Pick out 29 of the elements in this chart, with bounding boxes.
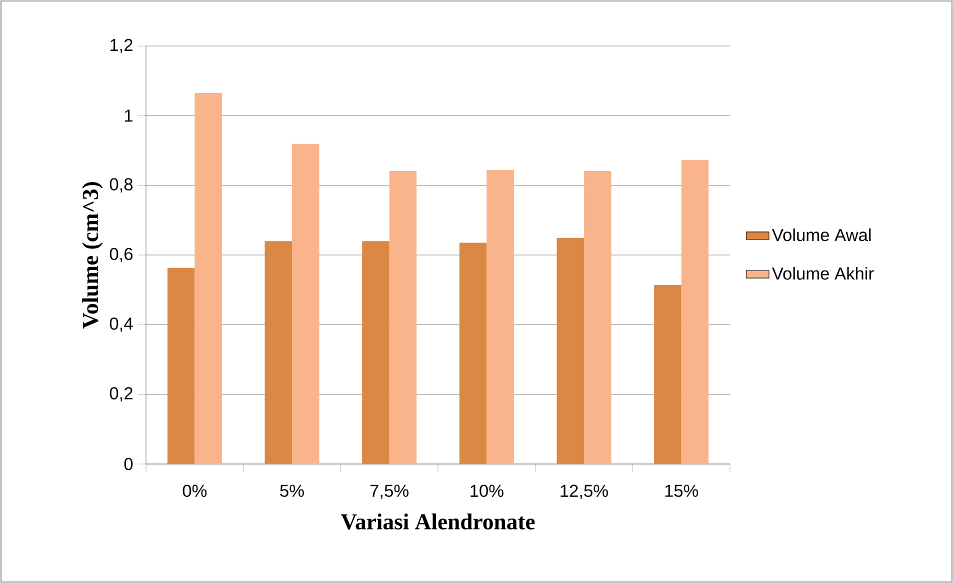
x-tick-label: 0%: [182, 484, 207, 497]
bar: [389, 171, 417, 464]
bar: [264, 241, 292, 464]
bar: [654, 284, 682, 464]
bar: [486, 170, 514, 464]
x-tick-label: 7,5%: [370, 484, 408, 499]
bar: [362, 241, 390, 464]
bar: [556, 238, 584, 464]
y-tick-label: 0,4: [110, 318, 133, 332]
bar: [292, 144, 320, 464]
x-tick-label: 5%: [280, 484, 304, 497]
y-axis-title: Volume (cm^3): [82, 182, 103, 329]
y-tick-label: 0,2: [110, 387, 132, 402]
y-tick-label: 1: [124, 110, 132, 122]
legend-label: Volume Awal: [772, 228, 871, 242]
x-tick-label: 10%: [470, 484, 504, 497]
x-axis-title: Variasi Alendronate: [340, 514, 535, 530]
bar: [194, 93, 222, 464]
bar: [584, 171, 612, 464]
y-tick-label: 0,6: [110, 248, 133, 262]
bar: [459, 242, 487, 464]
bar: [167, 268, 195, 464]
y-tick-label: 1,2: [110, 38, 132, 54]
x-tick-label: 15%: [665, 484, 698, 497]
legend-label: Volume Akhir: [772, 266, 874, 280]
y-tick-label: 0,8: [110, 178, 133, 192]
x-tick-label: 12,5%: [560, 484, 608, 500]
bar: [681, 160, 709, 464]
y-tick-label: 0: [124, 458, 133, 470]
